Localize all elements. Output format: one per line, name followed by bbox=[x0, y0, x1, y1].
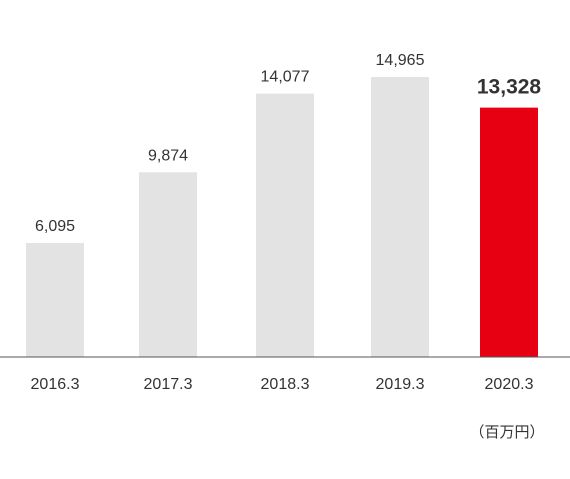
value-label-2019.3: 14,965 bbox=[376, 52, 425, 69]
bar-2016.3 bbox=[26, 242, 84, 357]
value-label-2016.3: 6,095 bbox=[35, 218, 75, 235]
value-label-2018.3: 14,077 bbox=[261, 69, 310, 86]
unit-label: （百万円） bbox=[469, 423, 544, 441]
x-tick-label-2020.3: 2020.3 bbox=[485, 376, 534, 393]
bar-2019.3 bbox=[371, 77, 429, 357]
x-tick-label-2017.3: 2017.3 bbox=[144, 376, 193, 393]
bars-group bbox=[26, 77, 538, 357]
bar-2020.3 bbox=[480, 107, 538, 357]
bar-2017.3 bbox=[139, 172, 197, 357]
x-tick-label-2018.3: 2018.3 bbox=[261, 376, 310, 393]
value-labels-group: 6,095 9,874 14,077 14,965 13,328 bbox=[35, 52, 541, 235]
x-tick-label-2019.3: 2019.3 bbox=[376, 376, 425, 393]
value-label-2020.3: 13,328 bbox=[477, 76, 542, 99]
value-label-2017.3: 9,874 bbox=[148, 147, 188, 164]
tick-labels-group: 2016.3 2017.3 2018.3 2019.3 2020.3 bbox=[31, 376, 534, 393]
x-tick-label-2016.3: 2016.3 bbox=[31, 376, 80, 393]
bar-2018.3 bbox=[256, 93, 314, 357]
